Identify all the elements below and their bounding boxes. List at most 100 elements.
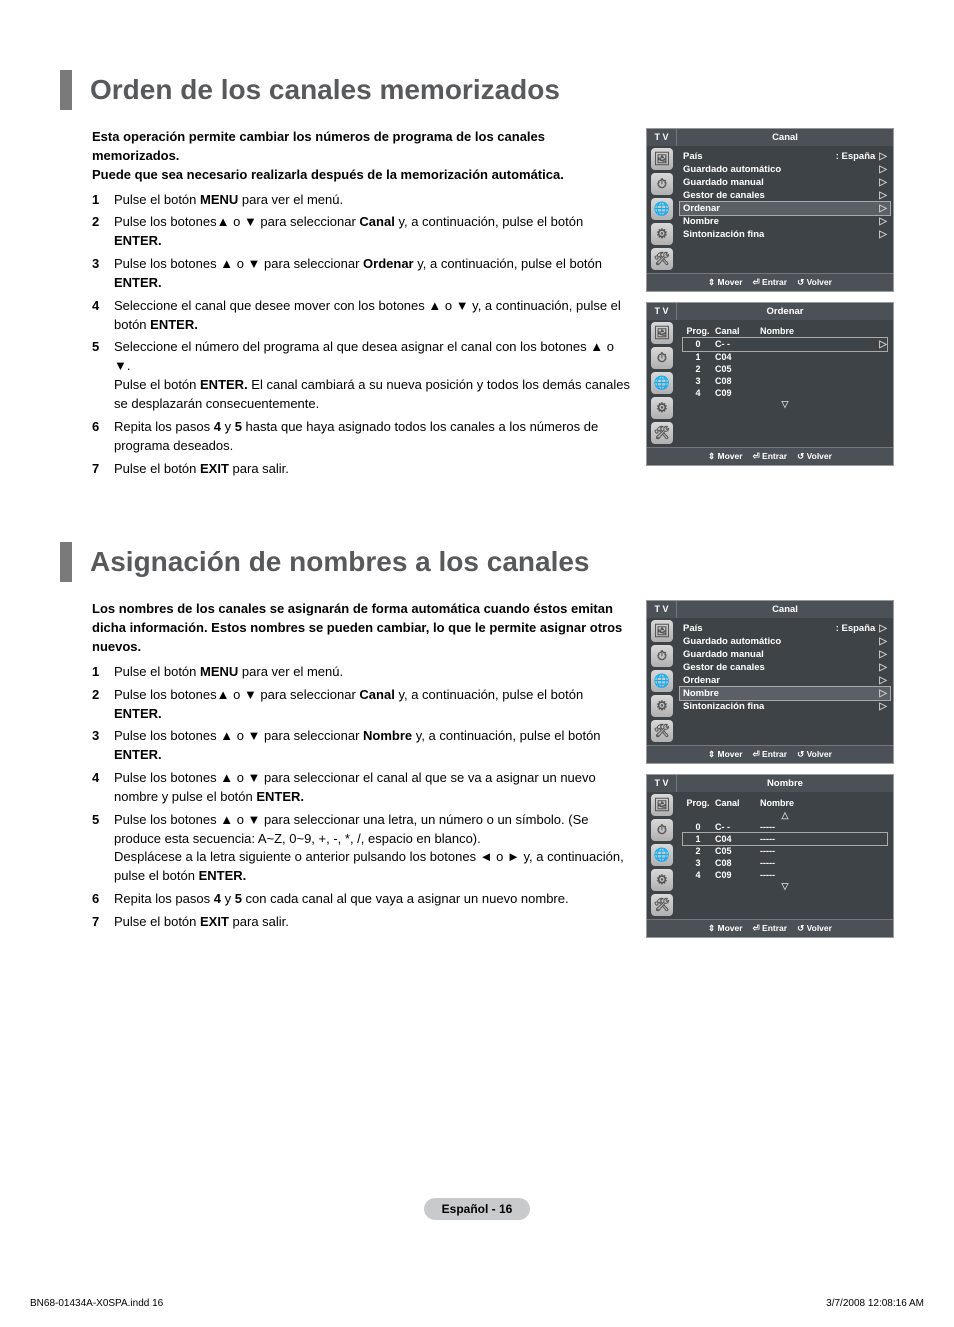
osd-column: T VCanal🖼⏱🌐⚙🛠País: España▷Guardado autom… bbox=[646, 600, 894, 938]
triangle-up-icon: △ bbox=[683, 810, 887, 821]
osd-menu-item[interactable]: Sintonización fina▷ bbox=[683, 228, 887, 241]
osd-table-row[interactable]: 3C08----- bbox=[683, 857, 887, 869]
osd-footer: ⇕ Mover⏎ Entrar↺ Volver bbox=[647, 273, 893, 291]
step-body: Pulse el botón MENU para ver el menú. bbox=[114, 663, 634, 682]
osd-menu-item[interactable]: País: España▷ bbox=[683, 622, 887, 635]
step-number: 3 bbox=[92, 727, 114, 765]
osd-tv-label: T V bbox=[647, 601, 677, 618]
osd-footer-hint: ⇕ Mover bbox=[708, 923, 743, 934]
step-number: 1 bbox=[92, 191, 114, 210]
osd-item-label: País bbox=[683, 623, 836, 634]
osd-category-icon: ⚙ bbox=[651, 869, 673, 891]
step-item: 3Pulse los botones ▲ o ▼ para selecciona… bbox=[92, 727, 634, 765]
osd-table: Prog.CanalNombre0C- -▷1C042C053C084C09▽ bbox=[677, 320, 893, 447]
osd-header: T VNombre bbox=[647, 775, 893, 792]
osd-item-label: Guardado automático bbox=[683, 636, 875, 647]
section-title: Asignación de nombres a los canales bbox=[90, 542, 590, 582]
chevron-right-icon: ▷ bbox=[879, 339, 887, 350]
chevron-right-icon: ▷ bbox=[879, 688, 887, 699]
osd-menu-item[interactable]: Guardado automático▷ bbox=[683, 163, 887, 176]
osd-table-row[interactable]: 4C09----- bbox=[683, 869, 887, 881]
osd-footer: ⇕ Mover⏎ Entrar↺ Volver bbox=[647, 447, 893, 465]
osd-icon-strip: 🖼⏱🌐⚙🛠 bbox=[647, 792, 677, 919]
osd-cell-canal: C04 bbox=[713, 834, 758, 844]
triangle-down-icon: ▽ bbox=[683, 881, 887, 892]
osd-cell-canal: C05 bbox=[713, 364, 758, 374]
osd-cell-prog: 2 bbox=[683, 846, 713, 856]
chevron-right-icon: ▷ bbox=[879, 177, 887, 188]
intro-text: Esta operación permite cambiar los númer… bbox=[92, 128, 634, 185]
osd-column: T VCanal🖼⏱🌐⚙🛠País: España▷Guardado autom… bbox=[646, 128, 894, 482]
osd-cell-canal: C09 bbox=[713, 388, 758, 398]
section-header: Orden de los canales memorizados bbox=[60, 70, 894, 110]
osd-menu-item[interactable]: Nombre▷ bbox=[680, 687, 890, 700]
content-row: Esta operación permite cambiar los númer… bbox=[60, 128, 894, 482]
osd-menu-item[interactable]: Sintonización fina▷ bbox=[683, 700, 887, 713]
osd-table-row[interactable]: 1C04----- bbox=[683, 833, 887, 845]
text-column: Los nombres de los canales se asignarán … bbox=[60, 600, 634, 938]
osd-menu-item[interactable]: Gestor de canales▷ bbox=[683, 189, 887, 202]
osd-header: T VCanal bbox=[647, 129, 893, 146]
osd-menu-item[interactable]: Gestor de canales▷ bbox=[683, 661, 887, 674]
step-body: Seleccione el número del programa al que… bbox=[114, 338, 634, 413]
osd-item-label: Ordenar bbox=[683, 203, 875, 214]
osd-cell-prog: 2 bbox=[683, 364, 713, 374]
step-number: 7 bbox=[92, 913, 114, 932]
osd-title: Canal bbox=[677, 601, 893, 618]
osd-cell-nombre bbox=[758, 339, 875, 350]
osd-category-icon: ⏱ bbox=[651, 347, 673, 369]
osd-title: Nombre bbox=[677, 775, 893, 792]
step-number: 4 bbox=[92, 297, 114, 335]
osd-header: T VCanal bbox=[647, 601, 893, 618]
step-number: 4 bbox=[92, 769, 114, 807]
osd-table-row[interactable]: 0C- -▷ bbox=[683, 338, 887, 351]
osd-item-label: Nombre bbox=[683, 216, 875, 227]
osd-footer-hint: ↺ Volver bbox=[797, 277, 832, 288]
osd-item-label: Guardado manual bbox=[683, 649, 875, 660]
step-number: 6 bbox=[92, 418, 114, 456]
text-column: Esta operación permite cambiar los númer… bbox=[60, 128, 634, 482]
step-body: Repita los pasos 4 y 5 hasta que haya as… bbox=[114, 418, 634, 456]
osd-cell-canal: C05 bbox=[713, 846, 758, 856]
osd-th-canal: Canal bbox=[713, 798, 758, 808]
osd-menu-item[interactable]: Guardado manual▷ bbox=[683, 176, 887, 189]
osd-category-icon: ⏱ bbox=[651, 819, 673, 841]
osd-table-row[interactable]: 2C05 bbox=[683, 363, 887, 375]
step-item: 1Pulse el botón MENU para ver el menú. bbox=[92, 191, 634, 210]
osd-header: T VOrdenar bbox=[647, 303, 893, 320]
osd-menu-item[interactable]: Ordenar▷ bbox=[683, 674, 887, 687]
osd-cell-canal: C08 bbox=[713, 376, 758, 386]
osd-table-row[interactable]: 1C04 bbox=[683, 351, 887, 363]
osd-footer-hint: ⏎ Entrar bbox=[753, 451, 788, 462]
osd-category-icon: 🛠 bbox=[651, 248, 673, 270]
osd-table-row[interactable]: 0C- ------ bbox=[683, 821, 887, 833]
osd-menu-item[interactable]: País: España▷ bbox=[683, 150, 887, 163]
osd-menu-item[interactable]: Guardado manual▷ bbox=[683, 648, 887, 661]
osd-cell-prog: 1 bbox=[683, 352, 713, 362]
print-footer-left: BN68-01434A-X0SPA.indd 16 bbox=[30, 1298, 163, 1309]
osd-footer-hint: ↺ Volver bbox=[797, 749, 832, 760]
osd-menu-item[interactable]: Nombre▷ bbox=[683, 215, 887, 228]
osd-table-row[interactable]: 4C09 bbox=[683, 387, 887, 399]
osd-icon-strip: 🖼⏱🌐⚙🛠 bbox=[647, 618, 677, 745]
osd-item-label: País bbox=[683, 151, 836, 162]
osd-tv-label: T V bbox=[647, 129, 677, 146]
osd-menu-item[interactable]: Ordenar▷ bbox=[680, 202, 890, 215]
section-header: Asignación de nombres a los canales bbox=[60, 542, 894, 582]
osd-cell-prog: 1 bbox=[683, 834, 713, 844]
chevron-right-icon: ▷ bbox=[879, 151, 887, 162]
chevron-right-icon: ▷ bbox=[879, 190, 887, 201]
osd-th-canal: Canal bbox=[713, 326, 758, 336]
osd-cell-canal: C04 bbox=[713, 352, 758, 362]
osd-cell-prog: 4 bbox=[683, 388, 713, 398]
osd-footer-hint: ↺ Volver bbox=[797, 451, 832, 462]
osd-category-icon: ⏱ bbox=[651, 173, 673, 195]
osd-table-row[interactable]: 2C05----- bbox=[683, 845, 887, 857]
osd-panel-nombre: T VNombre🖼⏱🌐⚙🛠Prog.CanalNombre△0C- -----… bbox=[646, 774, 894, 938]
step-number: 2 bbox=[92, 686, 114, 724]
step-item: 4Pulse los botones ▲ o ▼ para selecciona… bbox=[92, 769, 634, 807]
osd-table-row[interactable]: 3C08 bbox=[683, 375, 887, 387]
osd-menu-item[interactable]: Guardado automático▷ bbox=[683, 635, 887, 648]
osd-category-icon: 🛠 bbox=[651, 720, 673, 742]
osd-th-prog: Prog. bbox=[683, 326, 713, 336]
